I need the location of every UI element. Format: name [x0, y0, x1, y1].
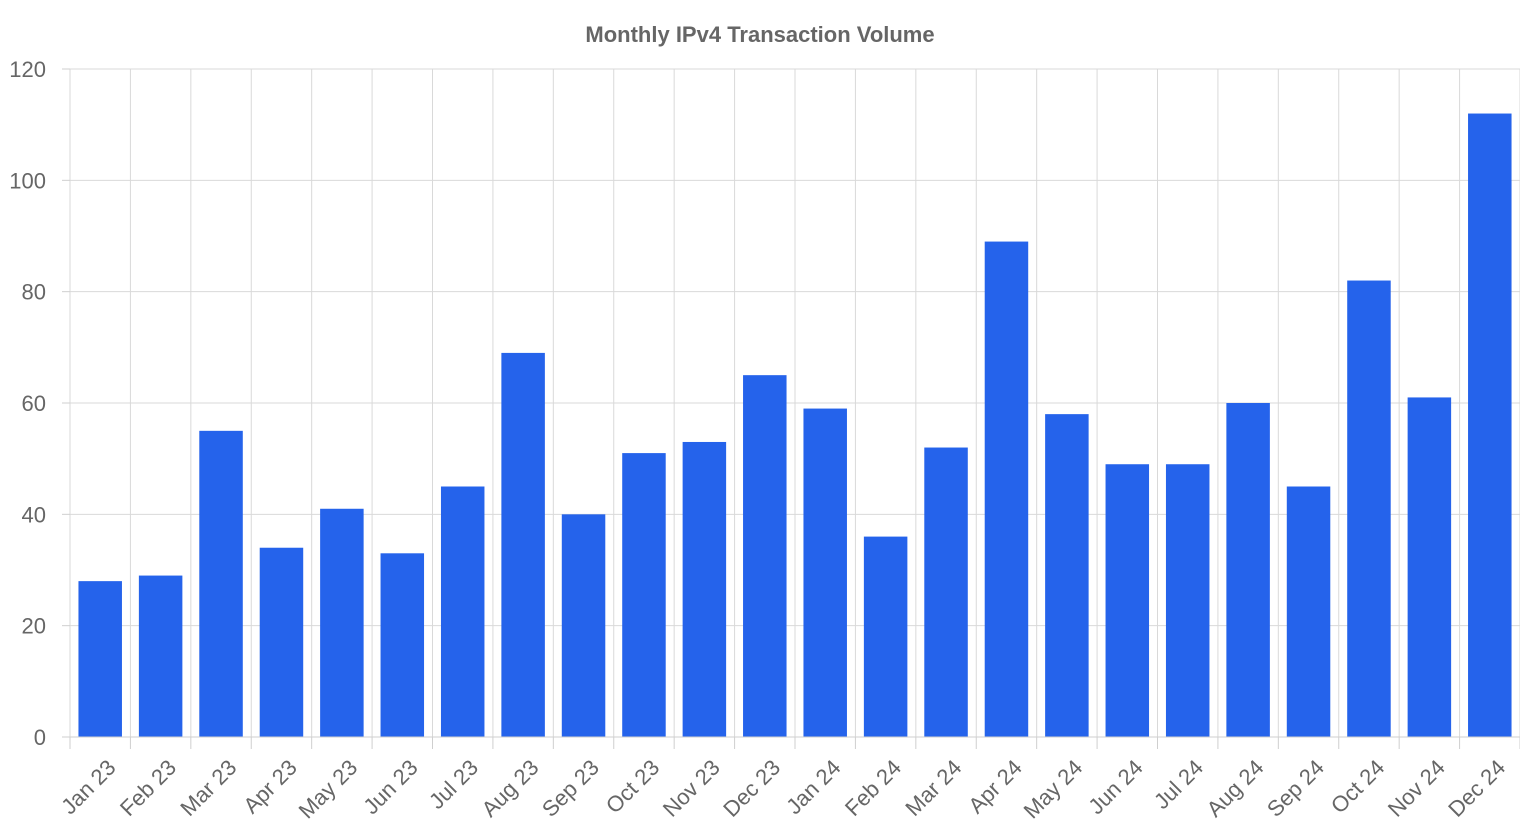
bar	[78, 581, 122, 737]
x-tick-label: Sep 23	[537, 755, 604, 822]
x-tick-label: Jul 23	[424, 755, 483, 814]
x-tick-label: Feb 23	[115, 755, 181, 821]
x-tick-label: Oct 24	[1326, 755, 1390, 819]
bar	[199, 430, 243, 737]
grid	[69, 68, 1520, 738]
x-tick-label: Mar 24	[900, 755, 966, 821]
x-tick-label: Apr 24	[963, 755, 1027, 819]
bar	[1347, 280, 1391, 737]
bar	[380, 553, 425, 737]
bar	[622, 453, 666, 737]
bar	[320, 508, 364, 737]
bar	[1286, 486, 1331, 737]
bar	[682, 441, 727, 737]
bar	[1468, 113, 1512, 738]
y-tick-label: 100	[9, 168, 46, 193]
y-tick-label: 80	[22, 280, 46, 305]
bar	[863, 536, 908, 737]
bar	[561, 514, 606, 737]
x-tick-label: Jun 23	[358, 755, 422, 819]
y-tick-label: 120	[9, 57, 46, 82]
bar	[1105, 464, 1150, 737]
x-tick-label: May 23	[294, 755, 363, 824]
bar	[1407, 397, 1452, 737]
axes	[62, 68, 1520, 749]
x-tick-label: Jan 23	[56, 755, 120, 819]
bar	[1226, 403, 1270, 737]
y-tick-label: 0	[34, 725, 46, 750]
y-tick-label: 20	[22, 614, 46, 639]
x-tick-label: Feb 24	[840, 755, 906, 821]
x-tick-label: Dec 24	[1443, 755, 1510, 822]
x-tick-label: Jun 24	[1083, 755, 1147, 819]
x-tick-label: Sep 24	[1262, 755, 1329, 822]
bar	[440, 486, 485, 737]
bar	[138, 575, 183, 737]
bar	[924, 447, 968, 737]
x-tick-label: Apr 23	[238, 755, 302, 819]
x-tick-label: Oct 23	[601, 755, 665, 819]
bar	[984, 241, 1029, 738]
x-tick-label: May 24	[1019, 755, 1088, 824]
bar	[1165, 464, 1210, 737]
y-axis-ticks: 0 20 40 60 80 100 120	[9, 57, 46, 750]
x-tick-label: Nov 24	[1383, 755, 1450, 822]
x-tick-label: Jan 24	[781, 755, 845, 819]
bar	[501, 352, 545, 737]
bar	[1045, 414, 1089, 737]
x-tick-label: Aug 23	[477, 755, 544, 822]
y-tick-label: 60	[22, 391, 46, 416]
y-tick-label: 40	[22, 502, 46, 527]
bar	[743, 375, 787, 737]
bars	[78, 113, 1512, 738]
bar	[803, 408, 847, 737]
x-tick-label: Mar 23	[175, 755, 241, 821]
x-tick-label: Aug 24	[1202, 755, 1269, 822]
x-tick-label: Jul 24	[1149, 755, 1208, 814]
bar	[259, 547, 304, 737]
x-tick-label: Nov 23	[658, 755, 725, 822]
x-tick-label: Dec 23	[718, 755, 785, 822]
chart-title: Monthly IPv4 Transaction Volume	[585, 22, 934, 47]
